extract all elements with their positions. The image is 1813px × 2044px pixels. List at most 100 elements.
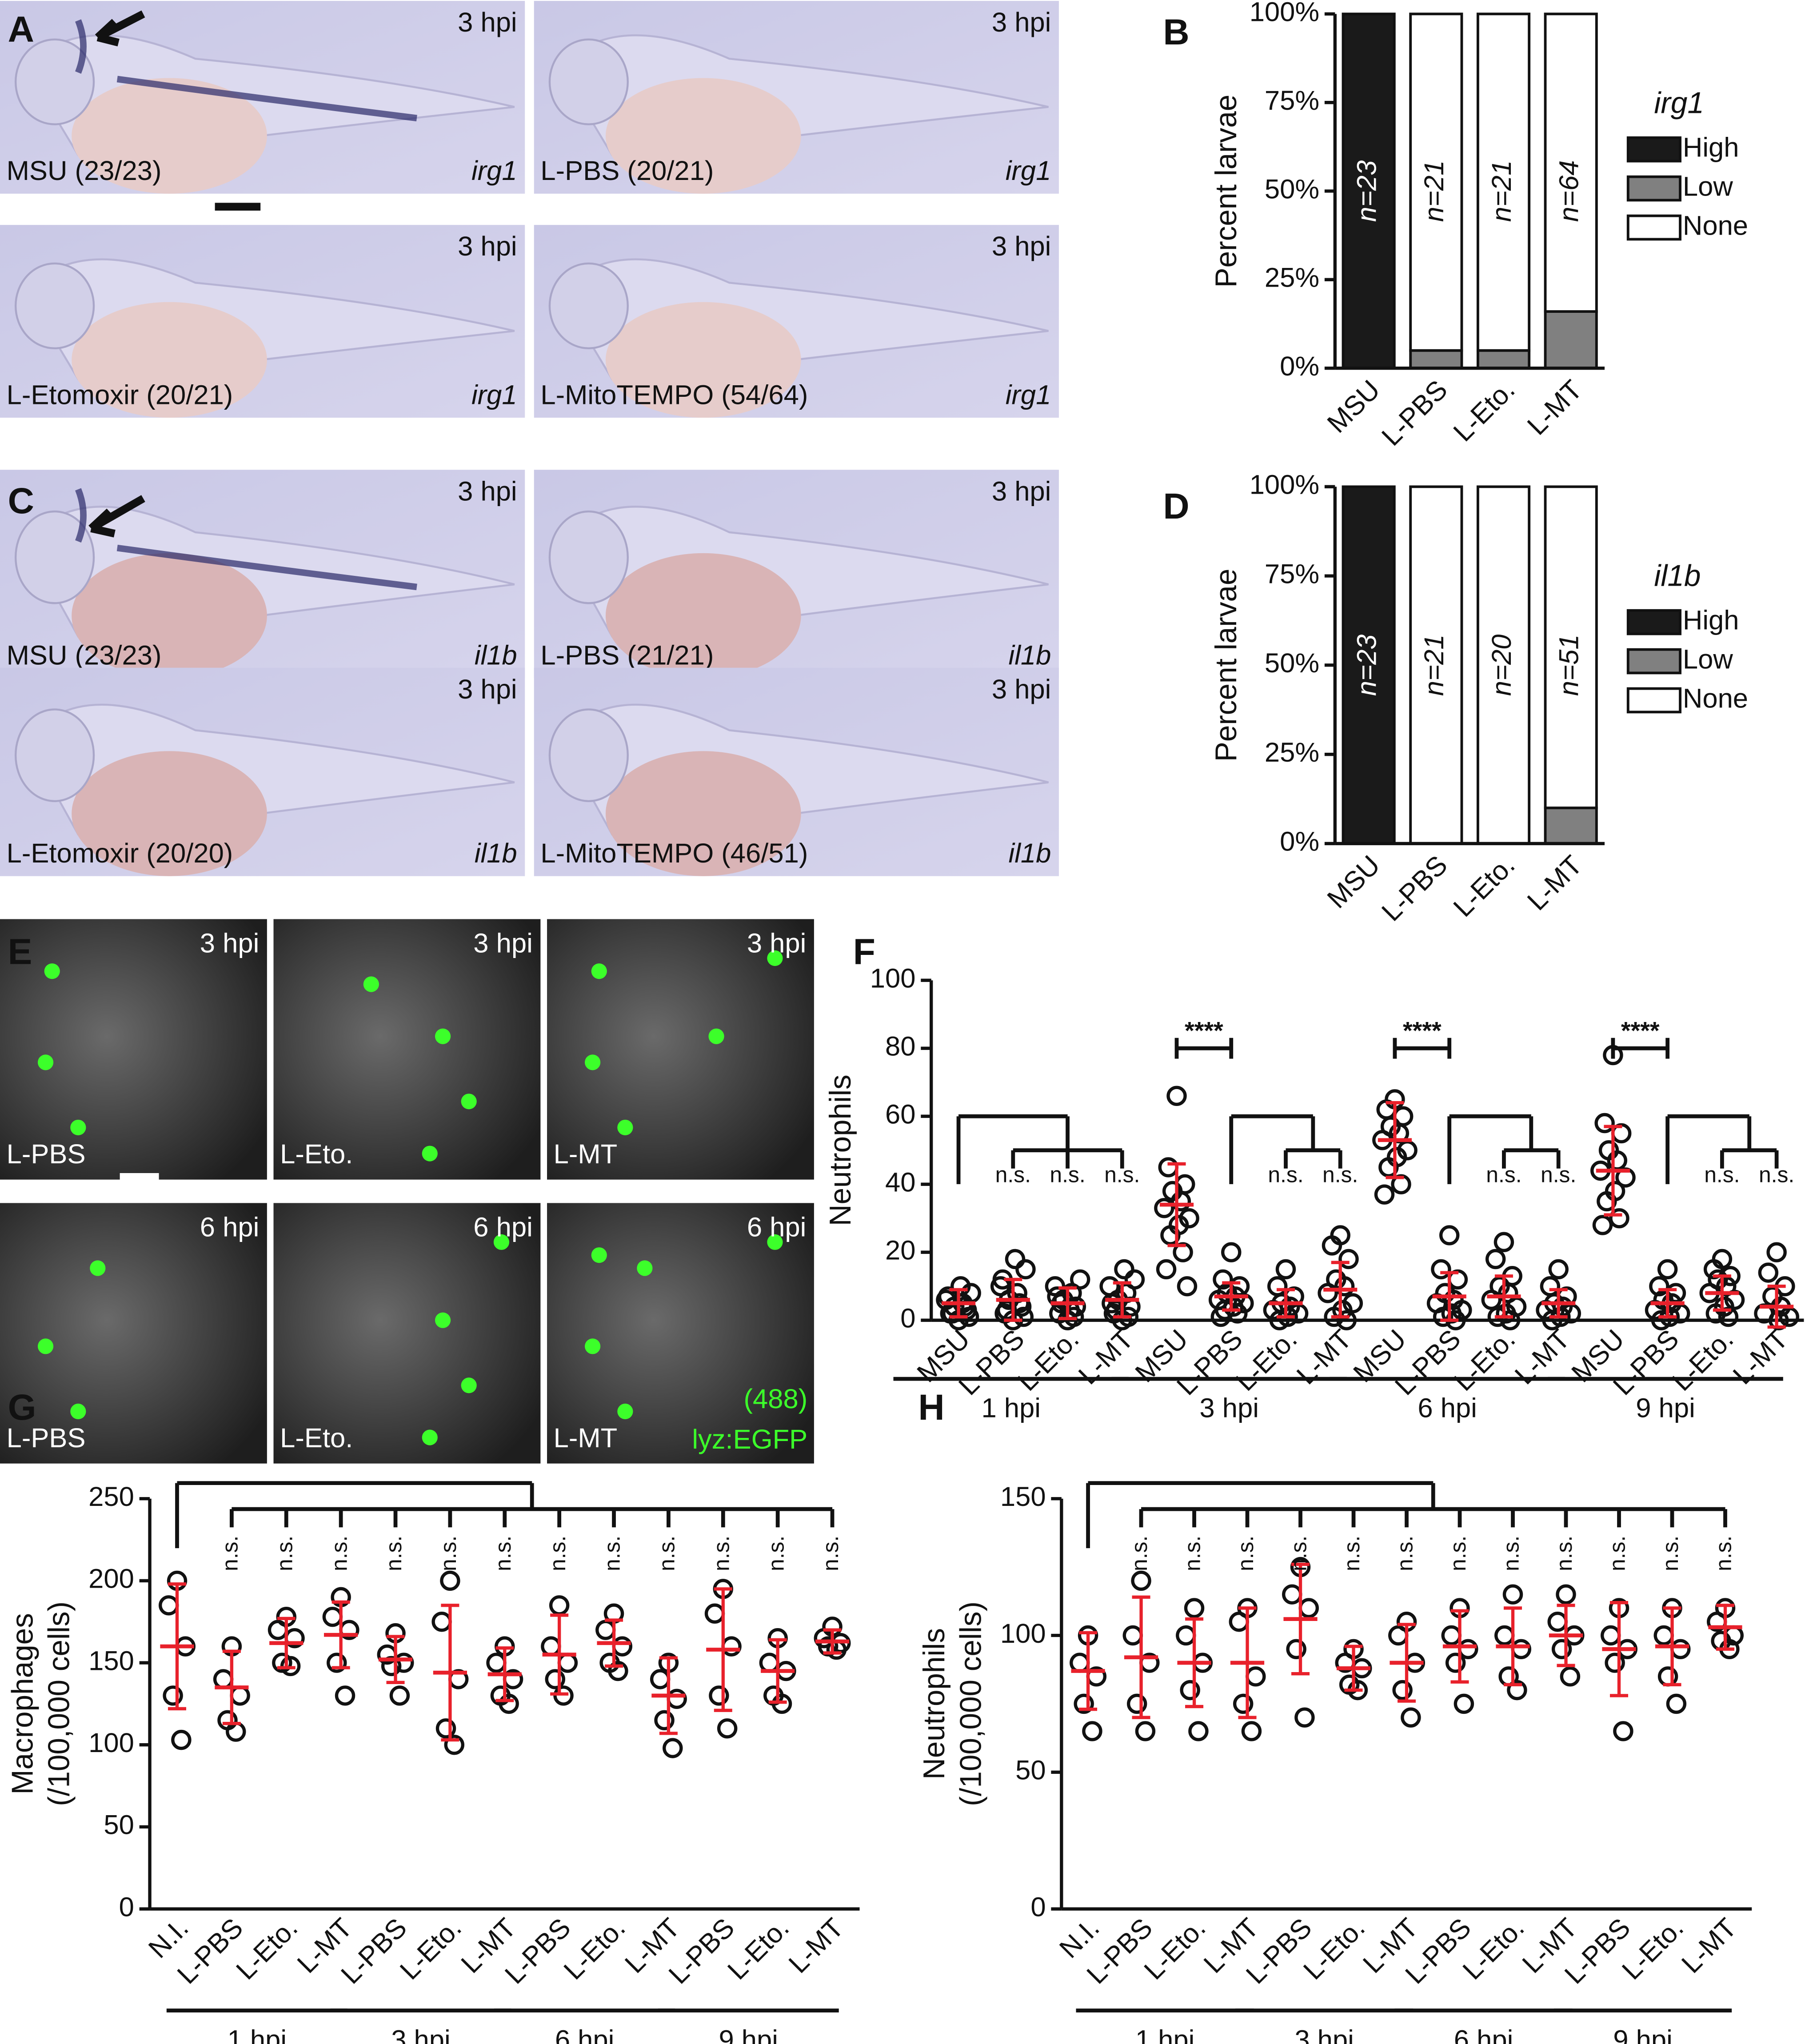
gfp-cell <box>708 1028 724 1044</box>
data-point <box>1338 1249 1359 1270</box>
caption: L-PBS <box>7 1139 86 1170</box>
gene-label: il1b <box>475 640 517 671</box>
gfp-cell <box>70 1403 86 1419</box>
significance-label: n.s. <box>1180 1536 1205 1571</box>
significance-label: n.s. <box>1704 1162 1740 1187</box>
larva-yolk <box>72 302 267 418</box>
gfp-cell <box>617 1403 633 1419</box>
confocal-image <box>273 919 541 1180</box>
y-tick-label: 50 <box>1015 1755 1046 1786</box>
bar-label: n=23 <box>1351 160 1382 222</box>
data-point <box>1485 1249 1506 1270</box>
larva-head <box>14 262 95 350</box>
bar-label: n=51 <box>1553 635 1584 696</box>
caption: L-Etomoxir (20/21) <box>7 379 233 410</box>
significance-label: n.s. <box>218 1536 243 1571</box>
pair-significance: **** <box>1621 1017 1660 1045</box>
data-point <box>1176 1625 1196 1646</box>
data-point <box>1275 1259 1296 1280</box>
data-point <box>1540 1276 1561 1297</box>
significance-label: n.s. <box>1486 1162 1521 1187</box>
y-tick-label: 100 <box>1000 1618 1046 1649</box>
bar-segment <box>1544 806 1598 845</box>
data-point <box>431 1612 452 1632</box>
bar-label: n=64 <box>1553 160 1584 222</box>
data-point <box>322 1606 343 1627</box>
gfp-cell <box>591 963 607 979</box>
x-tick-label: L-MT <box>1676 1912 1742 1979</box>
data-point <box>1458 1639 1478 1660</box>
confocal-image <box>0 1203 267 1464</box>
stain <box>75 19 417 122</box>
data-point <box>1063 1306 1084 1327</box>
time-label: 6 hpi <box>200 1212 259 1242</box>
data-point <box>1507 1680 1527 1701</box>
data-point <box>1494 1625 1515 1646</box>
x-tick-label: L-Eto. <box>1138 1912 1212 1986</box>
gfp-cell <box>44 963 60 979</box>
time-label: 6 hpi <box>473 1212 532 1242</box>
data-point <box>1542 1310 1562 1330</box>
panel-label: E <box>8 931 32 972</box>
data-point <box>1156 1259 1177 1280</box>
data-point <box>389 1685 410 1706</box>
data-point <box>663 1738 683 1758</box>
marker-label: lyz:EGFP <box>692 1424 807 1455</box>
data-point <box>1609 1208 1629 1229</box>
gfp-cell <box>435 1028 451 1044</box>
scale-bar <box>215 203 261 211</box>
group-label: 9 hpi <box>719 2024 778 2044</box>
data-point <box>1180 1680 1200 1701</box>
bar-label: n=21 <box>1419 160 1450 222</box>
significance-label: n.s. <box>1050 1162 1085 1187</box>
larva-yolk <box>72 751 267 876</box>
x-tick-label: L-Eto. <box>394 1912 467 1986</box>
data-point <box>1070 1269 1090 1290</box>
gfp-cell <box>591 1247 607 1263</box>
data-point <box>667 1689 687 1709</box>
x-tick-label: L-MT <box>1521 374 1588 441</box>
larva-head <box>548 262 629 350</box>
legend-label: Low <box>1683 644 1733 675</box>
gfp-cell <box>585 1338 601 1354</box>
panel-label: A <box>8 9 34 50</box>
gfp-cell <box>493 1234 510 1250</box>
significance-label: n.s. <box>1552 1536 1577 1571</box>
data-point <box>1766 1242 1787 1262</box>
panel-label: H <box>918 1387 944 1428</box>
data-point <box>1294 1707 1315 1728</box>
gfp-cell <box>461 1094 477 1110</box>
data-point <box>1391 1174 1411 1194</box>
data-point <box>1718 1306 1739 1327</box>
data-point <box>1547 1612 1568 1632</box>
data-point <box>1124 1269 1145 1290</box>
larva-yolk <box>72 553 267 679</box>
significance-label: n.s. <box>545 1536 570 1571</box>
time-label: 3 hpi <box>992 674 1051 705</box>
bar-label: n=20 <box>1486 635 1517 696</box>
gene-label: irg1 <box>471 156 517 186</box>
gfp-cell <box>767 1234 783 1250</box>
data-point <box>1758 1262 1779 1283</box>
data-point <box>1269 1310 1290 1330</box>
y-tick-label: 25% <box>1265 737 1319 768</box>
bar-segment <box>1342 12 1396 370</box>
y-tick-label: 80 <box>885 1031 915 1062</box>
y-tick-label: 100 <box>870 963 916 994</box>
bar-segment <box>1476 485 1531 845</box>
larva-yolk <box>605 78 801 194</box>
data-point <box>1160 1225 1181 1246</box>
significance-label: n.s. <box>1658 1536 1683 1571</box>
group-label: 3 hpi <box>391 2024 450 2044</box>
y-tick-label: 100% <box>1250 0 1319 28</box>
data-point <box>444 1735 464 1755</box>
significance-label: n.s. <box>763 1536 788 1571</box>
data-point <box>1551 1639 1572 1660</box>
data-point <box>1170 1191 1191 1212</box>
caption: L-Etomoxir (20/20) <box>7 838 233 869</box>
caption: L-Eto. <box>280 1423 353 1453</box>
gfp-cell <box>90 1260 106 1276</box>
data-point <box>1705 1303 1726 1324</box>
